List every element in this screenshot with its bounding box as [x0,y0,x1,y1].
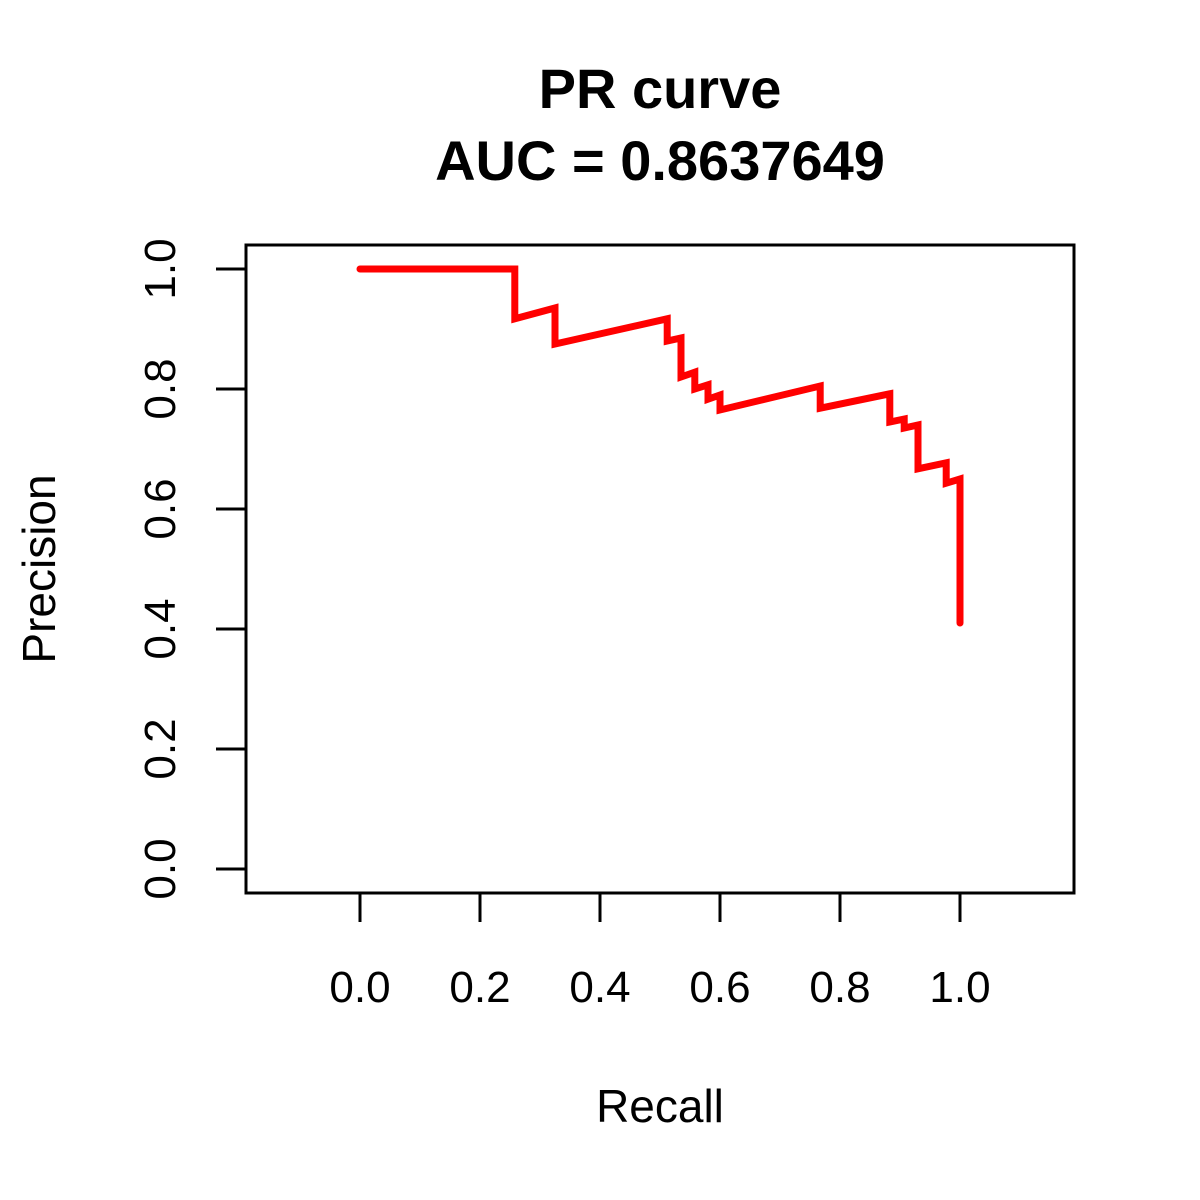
y-tick-label: 0.4 [136,598,185,659]
x-tick-label: 0.4 [569,963,630,1012]
chart-subtitle: AUC = 0.8637649 [435,129,885,192]
x-axis-label: Recall [596,1080,724,1132]
y-tick-label: 1.0 [136,238,185,299]
chart-title: PR curve [539,57,782,120]
x-tick-label: 0.6 [689,963,750,1012]
series-layer [356,265,964,627]
y-axis: 0.0 0.2 0.4 0.6 0.8 1.0 [136,238,246,900]
x-tick-label: 0.2 [449,963,510,1012]
x-tick-label: 0.8 [809,963,870,1012]
y-axis-label: Precision [13,474,65,663]
y-tick-label: 0.0 [136,838,185,899]
y-tick-label: 0.6 [136,478,185,539]
pr-curve-line [356,265,964,627]
plot-frame [244,243,1076,895]
x-tick-label: 0.0 [329,963,390,1012]
y-tick-label: 0.8 [136,358,185,419]
x-axis: 0.0 0.2 0.4 0.6 0.8 1.0 [329,893,991,1012]
y-tick-label: 0.2 [136,718,185,779]
x-tick-label: 1.0 [929,963,990,1012]
